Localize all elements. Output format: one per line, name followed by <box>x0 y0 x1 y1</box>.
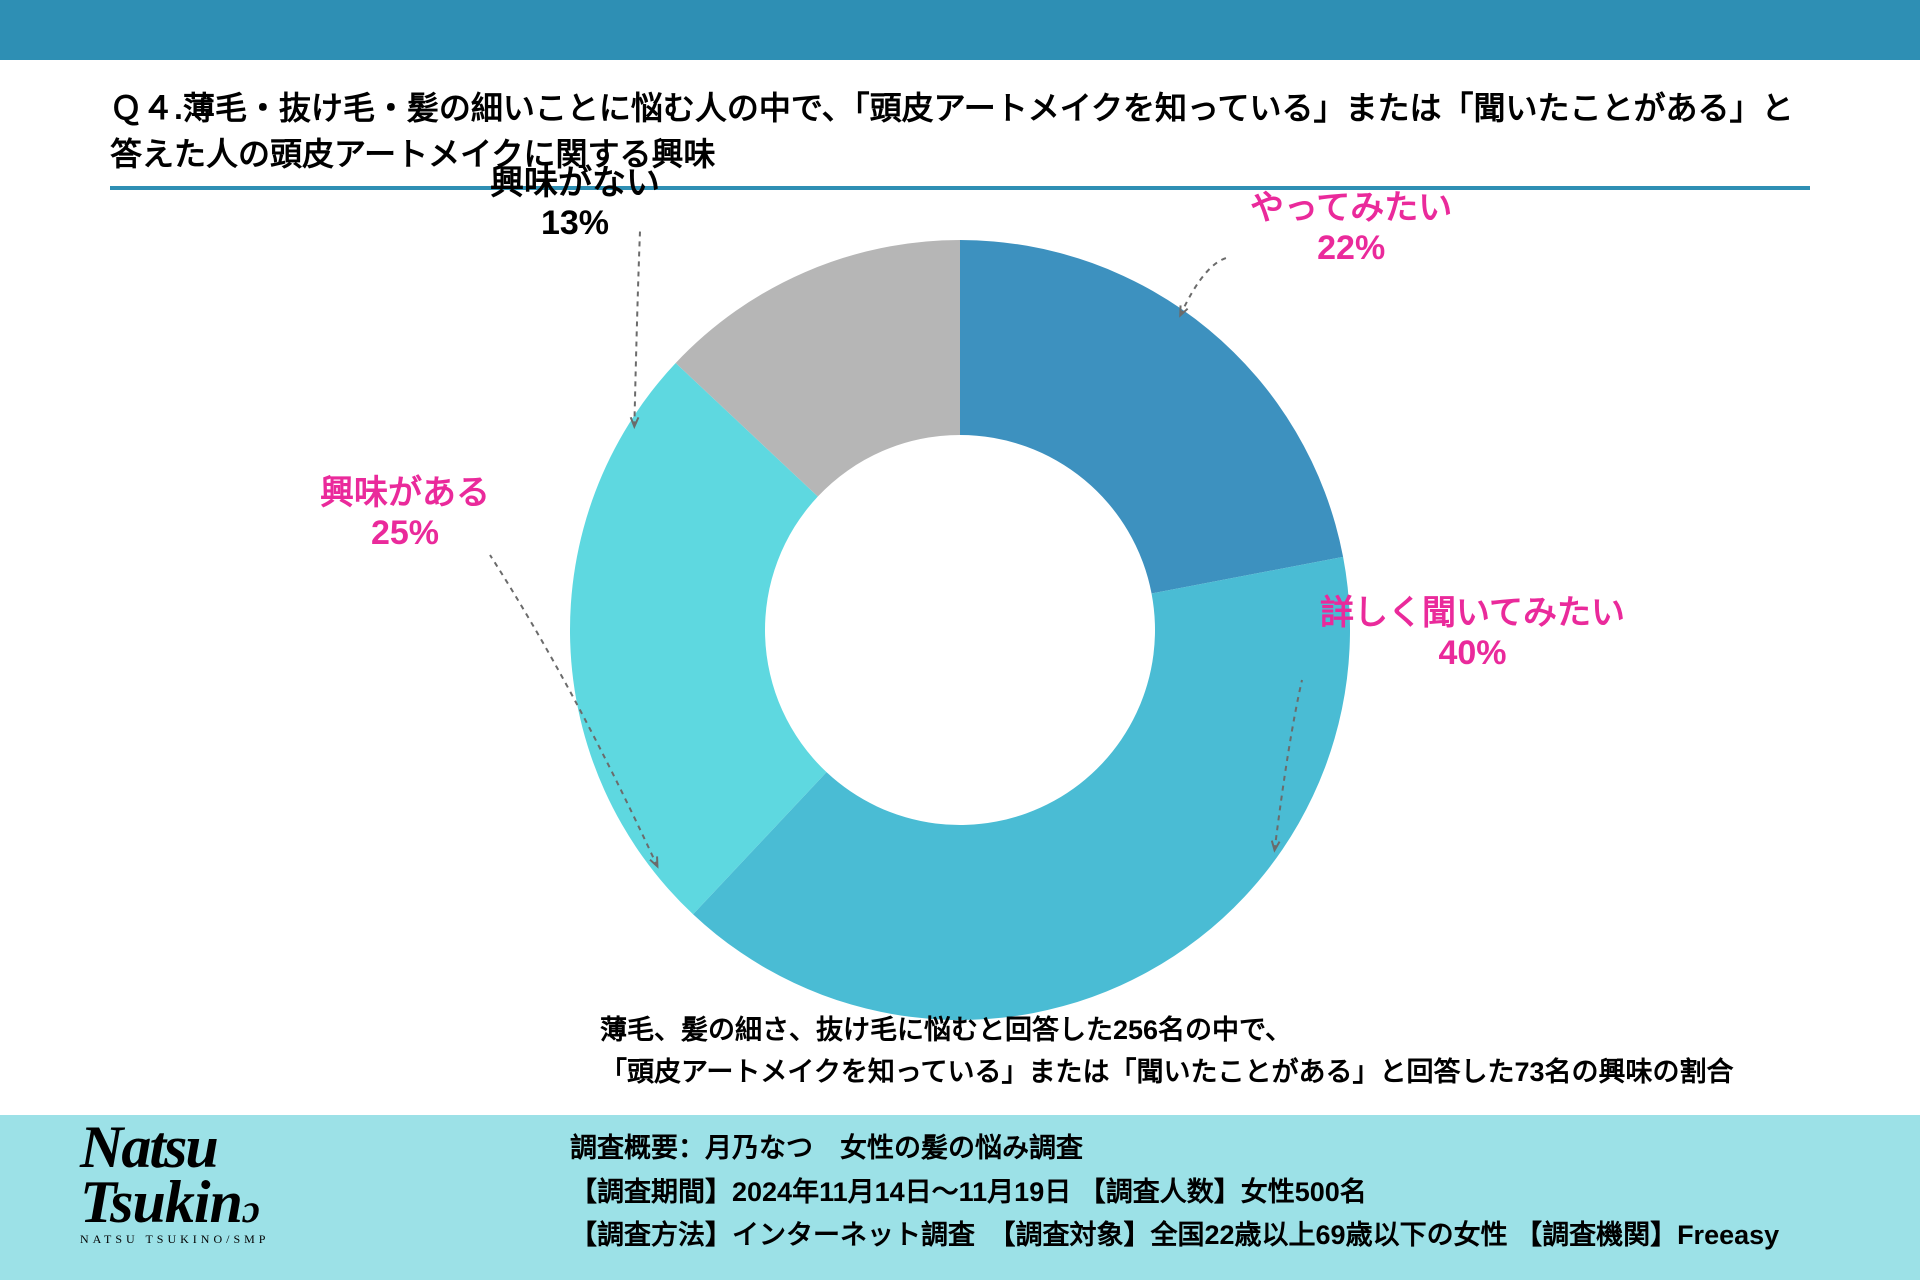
label-興味がない: 興味がない13% <box>490 155 660 243</box>
donut-svg <box>570 240 1350 1020</box>
page-title: Ｑ４.薄毛・抜け毛・髪の細いことに悩む人の中で、「頭皮アートメイクを知っている」… <box>110 85 1810 178</box>
note-line-1: 薄毛、髪の細さ、抜け毛に悩むと回答した256名の中で、 <box>600 1010 1734 1052</box>
top-band <box>0 0 1920 60</box>
brand-logo: Natsu Tsukinɔ NATSU TSUKINO/SMP <box>80 1120 269 1245</box>
label-詳しく聞いてみたい: 詳しく聞いてみたい40% <box>1320 585 1625 673</box>
note-line-2: 「頭皮アートメイクを知っている」または「聞いたことがある」と回答した73名の興味… <box>600 1052 1734 1094</box>
label-やってみたい: やってみたい22% <box>1250 180 1452 268</box>
footer-line-3: 【調査方法】インターネット調査 【調査対象】全国22歳以上69歳以下の女性 【調… <box>570 1214 1779 1258</box>
donut-chart: やってみたい22%詳しく聞いてみたい40%興味がある25%興味がない13% <box>360 215 1560 1045</box>
logo-subtext: NATSU TSUKINO/SMP <box>80 1234 269 1245</box>
logo-line-1: Natsu <box>80 1120 269 1175</box>
title-underline <box>110 186 1810 190</box>
slice-やってみたい <box>960 240 1343 593</box>
note-block: 薄毛、髪の細さ、抜け毛に悩むと回答した256名の中で、 「頭皮アートメイクを知っ… <box>600 1010 1734 1094</box>
label-興味がある: 興味がある25% <box>320 465 490 553</box>
footer-line-1: 調査概要：月乃なつ 女性の髪の悩み調査 <box>570 1127 1779 1171</box>
footer-line-2: 【調査期間】2024年11月14日〜11月19日 【調査人数】女性500名 <box>570 1171 1779 1215</box>
logo-line-2: Tsukinɔ <box>80 1175 269 1230</box>
footer-text: 調査概要：月乃なつ 女性の髪の悩み調査 【調査期間】2024年11月14日〜11… <box>570 1127 1779 1258</box>
